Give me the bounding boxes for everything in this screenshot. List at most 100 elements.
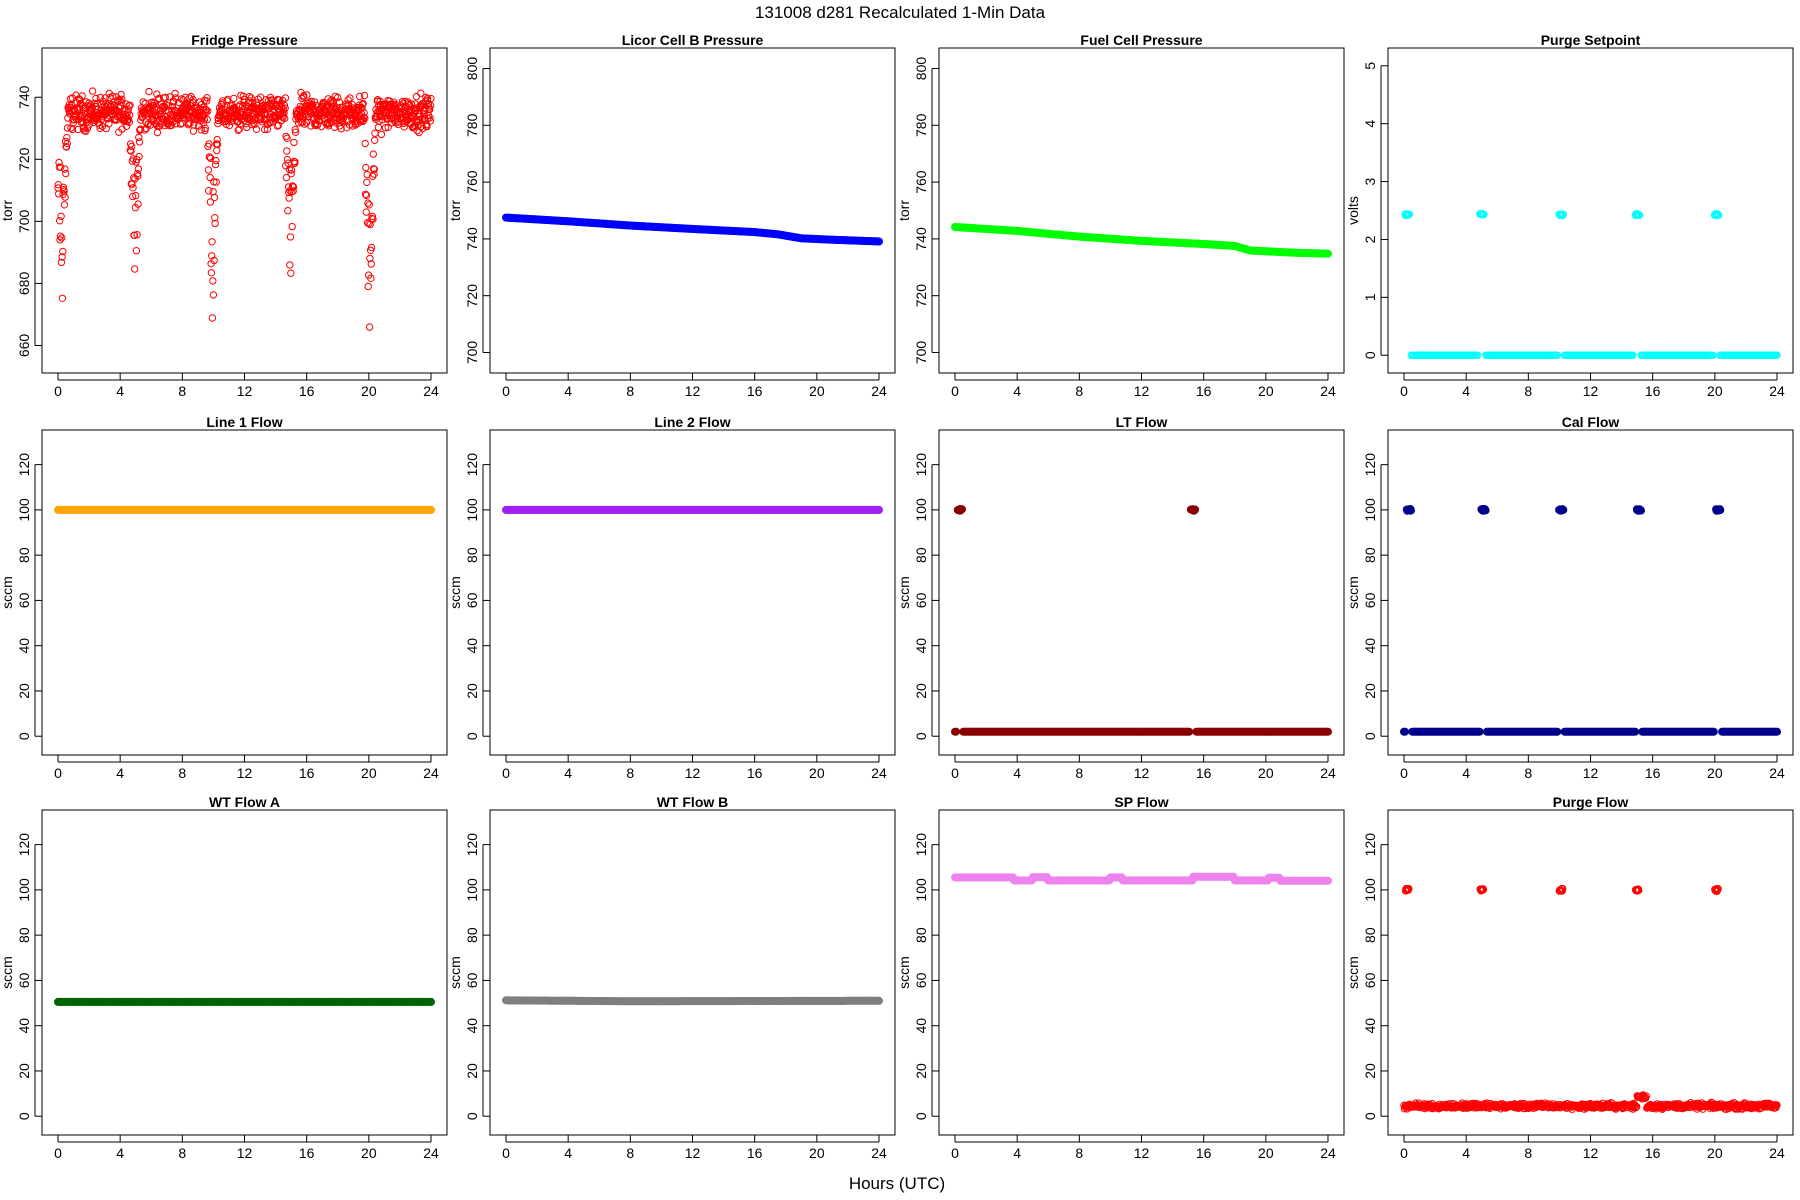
data-point <box>124 115 133 124</box>
data-point <box>200 116 209 124</box>
x-tick-label: 0 <box>502 765 510 781</box>
x-tick-label: 24 <box>423 1145 439 1161</box>
x-tick-label: 8 <box>626 765 634 781</box>
data-point <box>287 269 295 277</box>
data-point <box>189 96 197 104</box>
data-point <box>63 139 71 148</box>
data-point <box>952 727 961 736</box>
x-tick-label: 16 <box>299 383 315 399</box>
data-point <box>201 124 210 132</box>
y-tick-label: 120 <box>913 453 929 477</box>
data-point <box>208 238 216 246</box>
plot-frame <box>489 47 896 374</box>
series-2 <box>951 222 1333 258</box>
data-point <box>367 243 376 252</box>
data-point <box>209 277 217 285</box>
data-point <box>361 139 369 148</box>
data-point <box>279 105 288 114</box>
y-tick-label: 740 <box>464 227 480 251</box>
data-point <box>263 125 272 134</box>
data-point <box>57 258 66 267</box>
data-point <box>132 191 140 200</box>
data-point <box>287 170 295 178</box>
data-point <box>381 124 390 132</box>
data-point <box>202 108 210 117</box>
data-point <box>160 103 169 111</box>
data-point <box>124 105 133 114</box>
x-tick-label: 20 <box>361 765 377 781</box>
x-tick-label: 0 <box>1400 383 1408 399</box>
data-point <box>63 124 72 132</box>
y-tick-label: 0 <box>464 732 480 740</box>
x-tick-label: 12 <box>237 1145 253 1161</box>
y-axis-label: torr <box>0 200 15 221</box>
panel-title: Line 2 Flow <box>654 414 730 430</box>
data-point <box>290 138 298 147</box>
data-point <box>58 234 66 242</box>
data-point <box>212 156 220 165</box>
x-tick-label: 24 <box>423 765 439 781</box>
plot-frame <box>938 47 1345 374</box>
x-tick-label: 8 <box>1075 1145 1083 1161</box>
x-tick-label: 8 <box>1075 383 1083 399</box>
x-tick-label: 0 <box>951 1145 959 1161</box>
data-point <box>56 232 65 240</box>
x-tick-label: 8 <box>626 1145 634 1161</box>
data-point <box>150 99 159 107</box>
y-tick-label: 0 <box>464 1112 480 1120</box>
x-tick-label: 16 <box>747 383 763 399</box>
data-point <box>370 165 378 174</box>
data-point <box>189 98 197 107</box>
data-point <box>211 219 219 228</box>
x-tick-label: 12 <box>237 383 253 399</box>
data-point <box>1324 249 1333 258</box>
x-tick-label: 16 <box>1196 383 1212 399</box>
y-tick-label: 80 <box>16 927 32 943</box>
data-point <box>289 187 297 195</box>
data-point <box>287 166 296 174</box>
y-tick-label: 120 <box>16 453 32 477</box>
data-point <box>231 104 239 113</box>
data-point <box>361 190 370 199</box>
data-point <box>225 121 234 130</box>
data-point <box>209 291 218 299</box>
data-point <box>1185 727 1194 736</box>
figure-xlabel: Hours (UTC) <box>849 1174 945 1193</box>
y-tick-label: 100 <box>913 878 929 902</box>
data-point <box>875 237 884 246</box>
data-point <box>62 143 71 151</box>
y-tick-label: 120 <box>1362 453 1378 477</box>
data-point <box>153 90 161 98</box>
data-point <box>131 265 139 273</box>
panel-title: Fridge Pressure <box>191 32 298 48</box>
data-point <box>291 158 299 166</box>
data-point <box>358 100 367 109</box>
x-tick-label: 24 <box>871 1145 887 1161</box>
y-tick-label: 40 <box>16 1018 32 1034</box>
data-point <box>60 201 69 209</box>
y-tick-label: 80 <box>464 927 480 943</box>
data-point <box>204 107 212 115</box>
data-point <box>362 191 371 200</box>
x-tick-label: 0 <box>951 383 959 399</box>
y-tick-label: 720 <box>913 284 929 308</box>
data-point <box>337 125 345 133</box>
x-tick-label: 24 <box>1320 383 1336 399</box>
data-point <box>164 101 172 110</box>
y-tick-label: 5 <box>1362 62 1378 70</box>
data-point <box>203 94 211 102</box>
data-point <box>377 130 386 139</box>
data-point <box>361 114 369 122</box>
y-tick-label: 20 <box>16 1063 32 1079</box>
plot-frame <box>938 429 1345 756</box>
data-point <box>127 142 136 151</box>
x-tick-label: 0 <box>1400 765 1408 781</box>
data-point <box>365 201 373 209</box>
x-tick-label: 16 <box>1645 765 1661 781</box>
data-point <box>360 91 369 100</box>
